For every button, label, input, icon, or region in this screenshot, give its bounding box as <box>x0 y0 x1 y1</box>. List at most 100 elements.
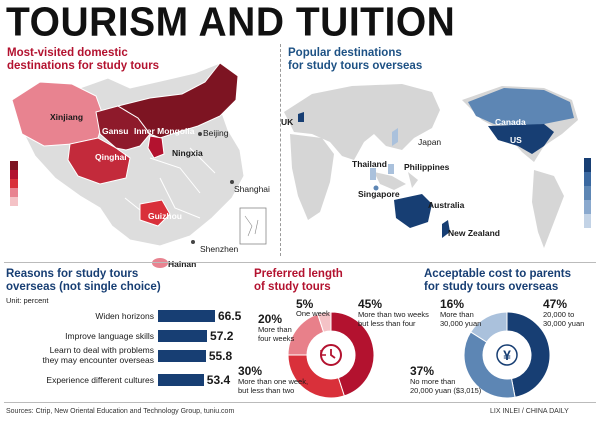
length-title-line1: Preferred length <box>254 268 343 280</box>
label-ningxia: Ningxia <box>172 148 203 158</box>
length-pie-chart <box>287 311 375 399</box>
uk-region <box>298 112 304 122</box>
map-divider <box>280 44 281 256</box>
thailand-region <box>370 168 376 180</box>
reason-bar <box>158 374 204 386</box>
reason-label-line: Learn to deal with problems <box>49 345 154 355</box>
label-inner-mongolia: Inner Mongolia <box>134 126 195 136</box>
cost-pct-20000-30000: 47% <box>543 297 568 311</box>
eurasia-shape <box>284 84 440 160</box>
reasons-title-line1: Reasons for study tours <box>6 268 139 280</box>
label-new-zealand: New Zealand <box>448 228 500 238</box>
length-desc-one-to-two-l1: More than one week, <box>238 377 309 386</box>
clock-icon <box>320 344 342 366</box>
length-desc-two-to-four-l1: More than two weeks <box>358 310 429 319</box>
yuan-coin-icon: ¥ <box>496 344 518 366</box>
label-us: US <box>510 135 522 145</box>
length-desc-one-to-two-l2: but less than two <box>238 386 295 395</box>
legend-swatch-4 <box>10 188 18 197</box>
label-philippines: Philippines <box>404 162 450 172</box>
label-canada: Canada <box>495 117 526 127</box>
cost-title-line1: Acceptable cost to parents <box>424 268 571 280</box>
cost-desc-more-30000: More than 30,000 yuan <box>440 310 481 328</box>
singapore-region <box>373 185 379 191</box>
length-pct-four-weeks: 20% <box>258 312 283 326</box>
length-desc-one-to-two: More than one week, but less than two <box>238 377 308 395</box>
length-desc-two-to-four-l2: but less than four <box>358 319 416 328</box>
label-gansu: Gansu <box>102 126 129 136</box>
hainan-region <box>152 258 168 268</box>
south-china-sea-inset <box>239 207 267 245</box>
cost-desc-under-20000: No more than 20,000 yuan ($3,015) <box>410 377 481 395</box>
reason-bar <box>158 350 206 362</box>
world-map <box>284 84 591 248</box>
legend-blue-1 <box>584 158 591 172</box>
beijing-dot <box>198 132 202 136</box>
reason-label-line: they may encounter overseas <box>42 355 154 365</box>
ningxia-region <box>147 135 165 159</box>
guizhou-region <box>139 199 171 227</box>
cost-desc-under-20000-l2: 20,000 yuan ($3,015) <box>410 386 482 395</box>
domestic-title: Most-visited domestic destinations for s… <box>7 47 159 73</box>
shenzhen-dot <box>191 240 195 244</box>
length-desc-two-to-four: More than two weeks but less than four <box>358 310 429 328</box>
length-title: Preferred length of study tours <box>254 268 343 294</box>
label-xinjiang: Xinjiang <box>50 112 84 122</box>
label-singapore: Singapore <box>358 189 400 199</box>
length-desc-one-week: One week <box>296 309 330 318</box>
overseas-title: Popular destinations for study tours ove… <box>288 47 422 73</box>
legend-blue-2 <box>584 172 591 186</box>
reason-value: 57.2 <box>210 329 234 343</box>
page-title: TOURISM AND TUITION <box>6 0 456 46</box>
us-region <box>488 124 554 154</box>
length-title-line2: of study tours <box>254 281 331 293</box>
label-hainan: Hainan <box>168 259 197 269</box>
philippines-region <box>388 164 394 174</box>
japan-region <box>392 128 398 146</box>
length-desc-four-weeks-l1: More than <box>258 325 292 334</box>
length-pct-one-week: 5% <box>296 297 314 311</box>
length-pct-one-to-two: 30% <box>238 364 263 378</box>
domestic-title-line2: destinations for study tours <box>7 60 160 72</box>
inner-mongolia-region <box>116 62 239 139</box>
label-shanghai: Shanghai <box>234 184 270 194</box>
cost-desc-more-30000-l1: More than <box>440 310 474 319</box>
china-map <box>10 62 267 268</box>
length-desc-four-weeks: More than four weeks <box>258 325 294 343</box>
pie-slice <box>506 311 551 398</box>
shanghai-dot <box>230 180 234 184</box>
reasons-title-line2: overseas (not single choice) <box>6 281 161 293</box>
label-beijing: Beijing <box>203 128 229 138</box>
label-uk: UK <box>281 117 294 127</box>
cost-pct-under-20000: 37% <box>410 364 435 378</box>
se-asia-shape <box>374 172 418 190</box>
reason-label-line: Widen horizons <box>95 311 154 321</box>
footer-credit: LIX INLEI / CHINA DAILY <box>490 408 569 415</box>
reason-label: Experience different cultures <box>4 375 154 385</box>
africa-shape <box>290 134 334 220</box>
reasons-unit: Unit: percent <box>6 296 49 305</box>
australia-region <box>394 194 432 228</box>
cost-desc-20000-30000-l2: 30,000 yuan <box>543 319 585 328</box>
cost-pct-more-30000: 16% <box>440 297 465 311</box>
label-japan: Japan <box>418 137 442 147</box>
reason-label-line: Experience different cultures <box>46 375 154 385</box>
reasons-bar-chart: Widen horizons 66.5 Improve language skill… <box>0 306 241 396</box>
reason-bar <box>158 330 208 342</box>
length-desc-four-weeks-l2: four weeks <box>258 334 295 343</box>
footer-divider <box>4 402 596 403</box>
legend-swatch-1 <box>10 161 18 170</box>
legend-swatch-5 <box>10 197 18 206</box>
domestic-title-line1: Most-visited domestic <box>7 47 128 59</box>
reason-label: Improve language skills <box>4 331 154 341</box>
pie-slice <box>330 311 375 397</box>
pie-slice <box>463 331 516 399</box>
cost-pie-chart <box>463 311 551 399</box>
reason-value: 53.4 <box>206 373 231 387</box>
canada-region <box>468 88 574 126</box>
legend-swatch-2 <box>10 170 18 179</box>
cost-title-line2: for study tours overseas <box>424 281 559 293</box>
label-guizhou: Guizhou <box>148 211 182 221</box>
province-lines <box>124 147 216 219</box>
reason-label: Learn to deal with problems they may enco… <box>4 345 154 365</box>
